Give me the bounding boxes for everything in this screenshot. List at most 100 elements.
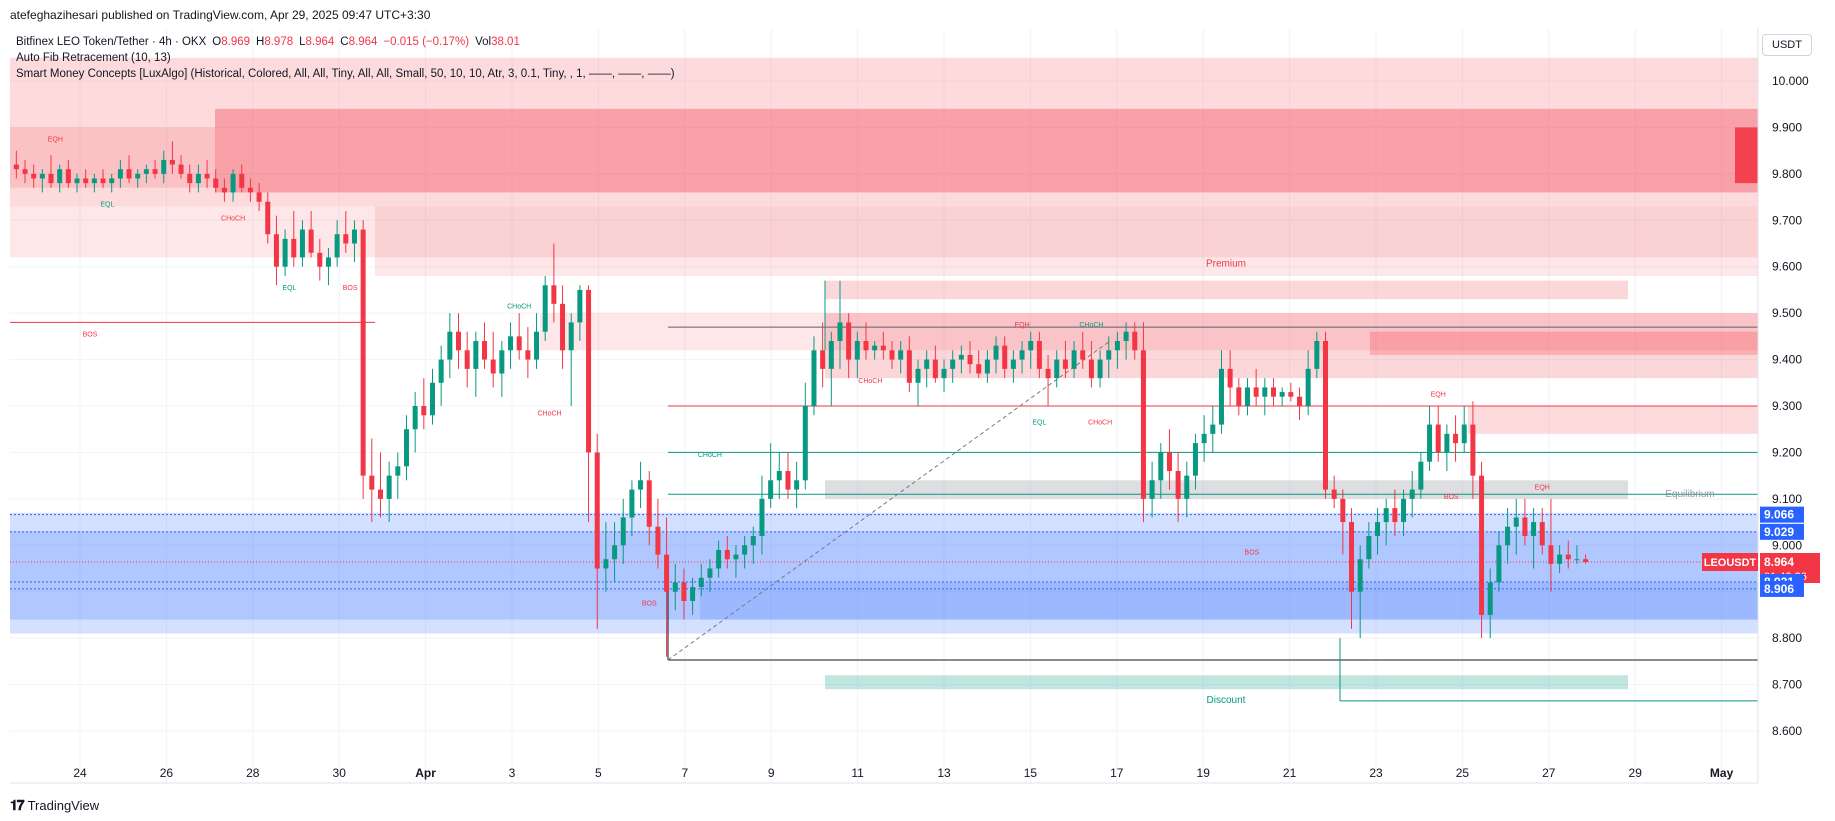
candle [143, 169, 149, 174]
candle [265, 201, 271, 235]
candle [1166, 452, 1172, 471]
candle [204, 173, 210, 179]
candle [377, 489, 383, 499]
candle [1028, 341, 1034, 351]
premium-label: Premium [1206, 259, 1246, 270]
candle [742, 545, 748, 555]
footer-brand[interactable]: 𝟏𝟕 TradingView [10, 797, 99, 814]
candle [490, 359, 496, 374]
candle [1392, 508, 1398, 523]
fib-price-label: 9.066 [1764, 508, 1794, 522]
x-tick-label: 21 [1283, 766, 1297, 780]
candle [508, 336, 514, 351]
demand-zone [700, 582, 1758, 620]
candle [1375, 522, 1381, 536]
candle [1158, 452, 1164, 481]
smc-annotation: CHoCH [1088, 420, 1112, 427]
candle [629, 489, 635, 518]
candle [230, 173, 236, 193]
equilibrium-label: Equilibrium [1665, 489, 1714, 500]
supply-block [215, 108, 1758, 193]
candle [1539, 522, 1545, 546]
candle [1401, 498, 1407, 523]
candle [1071, 350, 1077, 369]
candle [109, 178, 115, 184]
fib-price-badge [1760, 506, 1804, 523]
smc-annotation: EQH [1535, 485, 1550, 492]
candle [1114, 341, 1120, 351]
candle [1244, 387, 1250, 406]
candle [395, 466, 401, 476]
candle [1444, 433, 1450, 453]
candle [343, 234, 349, 244]
candle [1522, 517, 1528, 536]
candle [1366, 536, 1372, 560]
x-tick-label: 17 [1110, 766, 1124, 780]
candle [1548, 545, 1554, 564]
candle [1175, 471, 1181, 499]
candle [195, 173, 201, 184]
candle [360, 229, 366, 476]
close-label: C [340, 36, 349, 48]
candle [1427, 424, 1433, 462]
candle [776, 471, 782, 481]
candle [1002, 345, 1008, 369]
candle [638, 480, 644, 490]
candle [117, 169, 123, 179]
symbol-title[interactable]: Bitfinex LEO Token/Tether · 4h · OKX [16, 36, 207, 48]
candle [1479, 475, 1485, 615]
candle [1270, 387, 1276, 397]
currency-button[interactable]: USDT [1762, 34, 1812, 56]
high-label: H [256, 36, 265, 48]
indicator-fib[interactable]: Auto Fib Retracement (10, 13) [16, 52, 171, 64]
y-tick-label: 8.800 [1772, 631, 1802, 645]
candle [560, 303, 566, 351]
premium-zone [825, 280, 1628, 300]
candle [1054, 359, 1060, 379]
candle [39, 173, 45, 179]
candle [1201, 433, 1207, 444]
candle [1383, 508, 1389, 523]
candle [646, 480, 652, 527]
candle [247, 187, 253, 193]
premium-zone [375, 206, 1758, 276]
candle [768, 480, 774, 499]
candle [1045, 368, 1051, 379]
candle [672, 582, 678, 592]
candle [325, 257, 331, 267]
x-tick-label: 26 [160, 766, 174, 780]
candle [1123, 331, 1129, 341]
candle [906, 350, 912, 383]
candle [57, 169, 63, 184]
candle [1565, 554, 1571, 560]
candle [48, 173, 54, 184]
candle [551, 285, 557, 304]
candle [837, 322, 843, 341]
legend-header: Bitfinex LEO Token/Tether · 4h · OKX O8.… [16, 34, 675, 82]
candle [1487, 582, 1493, 615]
supply-block [1735, 127, 1758, 184]
candle [1470, 424, 1476, 476]
candle [802, 406, 808, 481]
price-axis [1758, 0, 1835, 821]
x-tick-label: 13 [937, 766, 951, 780]
candle [854, 341, 860, 360]
demand-zone [10, 531, 1758, 620]
candle [351, 229, 357, 244]
candle [1097, 359, 1103, 379]
candle [299, 229, 305, 258]
candle [1513, 517, 1519, 527]
candle [1574, 559, 1580, 561]
candle [1106, 350, 1112, 360]
indicator-smc[interactable]: Smart Money Concepts [LuxAlgo] (Historic… [16, 68, 675, 80]
candle [386, 475, 392, 499]
candle [187, 173, 193, 184]
candle [1080, 350, 1086, 360]
x-tick-label: 27 [1542, 766, 1556, 780]
x-tick-label: 11 [851, 766, 864, 780]
y-tick-label: 9.100 [1772, 492, 1802, 506]
candle [759, 498, 765, 536]
candle [1262, 387, 1268, 397]
candle [872, 345, 878, 351]
